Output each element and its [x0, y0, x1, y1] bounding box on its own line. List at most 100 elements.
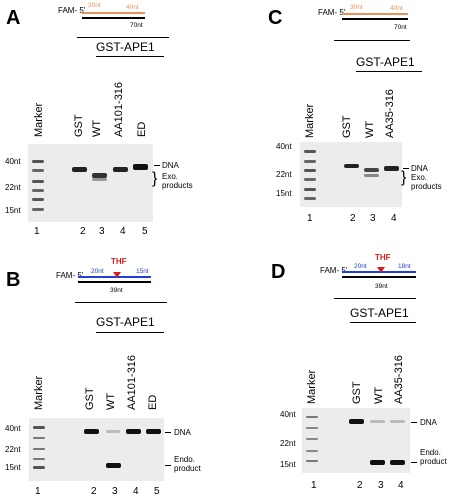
c-group-label: GST-APE1 [356, 55, 415, 69]
c-marker-22: 22nt [276, 170, 292, 179]
b-gel [29, 418, 164, 481]
d-lane-wt: WT [373, 386, 385, 404]
a-brace: } [152, 170, 158, 187]
d-marker-40: 40nt [280, 410, 296, 419]
a-gel [28, 144, 153, 222]
b-band-gst [84, 429, 99, 434]
b-lane-num: 5 [154, 486, 160, 497]
d-lane-num: 3 [378, 480, 384, 491]
a-band-gst [72, 167, 87, 172]
b-lane-marker: Marker [33, 375, 45, 410]
c-lane-num: 4 [391, 213, 397, 224]
panel-d-label: D [271, 261, 286, 283]
c-side-number: 40nt [390, 5, 403, 12]
c-group-line [334, 40, 410, 41]
d-length: 39nt [375, 283, 388, 290]
a-marker-band [32, 180, 44, 183]
d-site: THF [375, 253, 391, 262]
a-label-exo: Exo. [162, 172, 179, 181]
b-lane-ed: ED [147, 394, 159, 410]
a-marker-band [32, 169, 44, 172]
panel-b-label: B [6, 269, 21, 291]
d-marker-band [306, 438, 318, 440]
d-marker-band [306, 450, 318, 452]
b-dna-tick [165, 432, 171, 433]
c-marker-band [304, 188, 316, 191]
c-marker-15: 15nt [276, 189, 292, 198]
a-lane-ed: ED [136, 121, 148, 137]
d-band-wt-endo [370, 460, 385, 465]
d-gel [302, 408, 410, 473]
b-band-ed [146, 429, 161, 434]
a-substrate-prefix: FAM- 5' [58, 6, 86, 15]
d-band-gst [349, 419, 364, 424]
a-top-strand [82, 12, 145, 14]
a-dna-tick [154, 165, 160, 166]
b-marker-band [33, 437, 45, 439]
a-group-line [77, 37, 169, 38]
d-bottom-strand [342, 276, 416, 278]
c-lane-wt: WT [364, 120, 376, 138]
a-group-label: GST-APE1 [96, 40, 155, 54]
d-marker-band [306, 416, 318, 418]
c-band-gst [344, 164, 359, 168]
c-marker-40: 40nt [276, 142, 292, 151]
c-length: 70nt [394, 24, 407, 31]
b-marker-band [33, 466, 45, 469]
b-lane-num: 4 [133, 486, 139, 497]
a-length: 70nt [130, 22, 143, 29]
c-lane-gst: GST [341, 115, 353, 138]
c-dna-tick [403, 168, 409, 169]
d-lane-num: 4 [398, 480, 404, 491]
b-right-seg: 15nt [136, 268, 149, 275]
b-label-product: product [174, 464, 201, 473]
b-marker-band [33, 426, 45, 429]
c-lane-num: 2 [350, 213, 356, 224]
a-marker-15: 15nt [5, 206, 21, 215]
d-band-aa35-endo [390, 460, 405, 465]
c-label-products: products [411, 182, 442, 191]
b-group-label: GST-APE1 [96, 315, 155, 329]
b-lane-num: 1 [35, 486, 41, 497]
b-group-line [75, 302, 167, 303]
b-site-marker-icon [113, 272, 121, 278]
c-band-wt-exo [364, 174, 379, 177]
d-marker-band [306, 427, 318, 429]
d-group-underline [350, 322, 416, 323]
c-group-underline [356, 71, 422, 72]
b-lane-gst: GST [84, 387, 96, 410]
c-marker-band [304, 178, 316, 181]
a-lane-num: 5 [142, 226, 148, 237]
a-lane-aa101: AA101-316 [113, 81, 125, 137]
d-label-dna: DNA [420, 418, 437, 427]
a-marker-40: 40nt [5, 157, 21, 166]
a-bottom-strand [82, 17, 145, 19]
d-lane-num: 2 [357, 480, 363, 491]
b-length: 39nt [110, 287, 123, 294]
c-bottom-strand [342, 18, 408, 20]
a-label-dna: DNA [162, 161, 179, 170]
a-marker-22: 22nt [5, 183, 21, 192]
b-endo-tick [165, 465, 171, 466]
d-left-seg: 20nt [354, 263, 367, 270]
d-endo-tick [411, 462, 417, 463]
a-lane-wt: WT [91, 119, 103, 137]
d-substrate-prefix: FAM- 5' [320, 266, 348, 275]
c-brace: } [401, 169, 407, 186]
d-lane-aa35: AA35-316 [393, 355, 405, 404]
a-lane-num: 1 [34, 226, 40, 237]
d-marker-band [306, 460, 318, 462]
c-band-wt [364, 168, 379, 172]
c-label-dna: DNA [411, 164, 428, 173]
d-band-wt-dna [370, 420, 385, 423]
panel-c-label: C [268, 7, 283, 29]
d-marker-22: 22nt [280, 439, 296, 448]
a-lane-num: 4 [120, 226, 126, 237]
d-group-line [334, 298, 416, 299]
a-lane-marker: Marker [33, 102, 45, 137]
d-site-marker-icon [377, 267, 385, 273]
b-band-wt-endo [106, 463, 121, 468]
b-lane-num: 2 [91, 486, 97, 497]
c-lane-num: 3 [370, 213, 376, 224]
c-marker-band [304, 150, 316, 153]
